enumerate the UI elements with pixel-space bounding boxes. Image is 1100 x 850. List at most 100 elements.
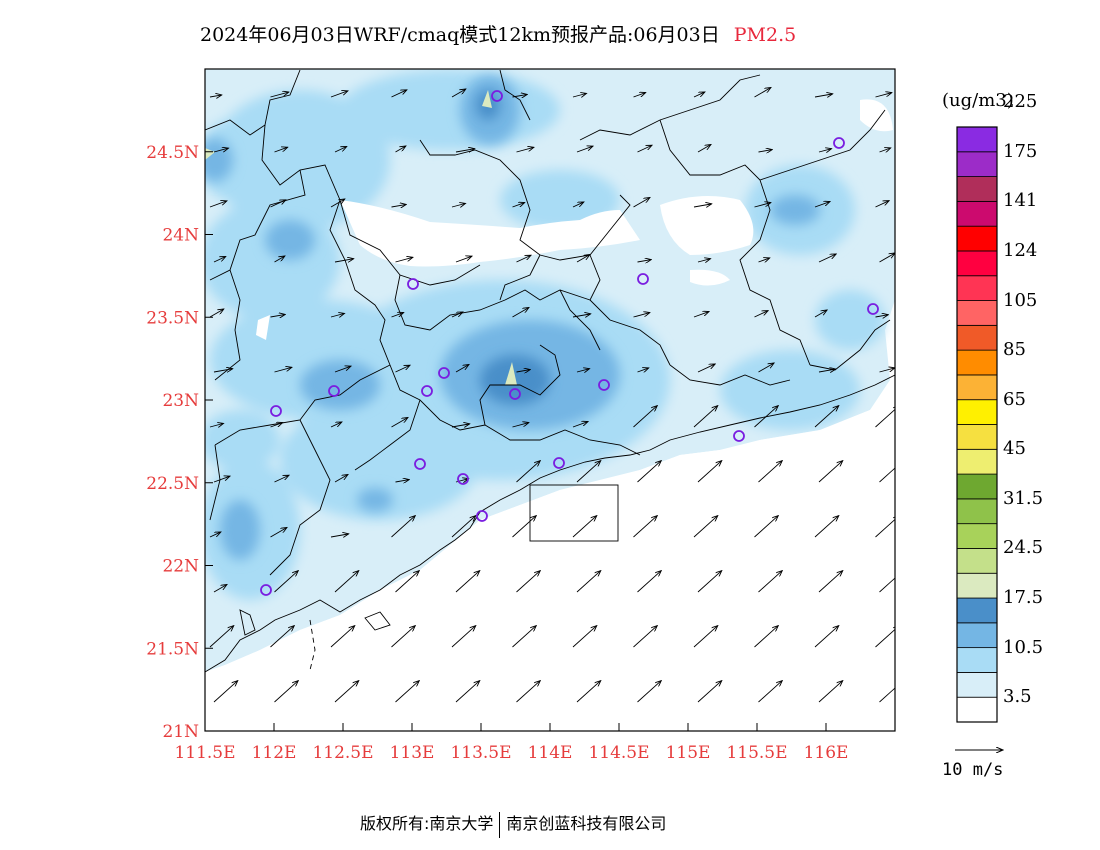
wind-vector-layer: [209, 88, 895, 703]
wind-vector: [213, 681, 238, 703]
wind-vector: [879, 467, 895, 483]
wind-vector: [814, 202, 830, 208]
wind-vector: [693, 204, 712, 207]
wind-vector: [274, 256, 285, 263]
wind-vector: [391, 516, 416, 538]
wind-vector: [455, 256, 472, 263]
wind-vector: [334, 259, 354, 262]
concentration-field: [205, 69, 895, 731]
hotspot-1: [505, 362, 517, 385]
wind-vector: [330, 422, 342, 428]
colorbar-level-label: 85: [1003, 339, 1026, 361]
wind-vector: [451, 312, 463, 318]
colorbar-swatch: [956, 548, 998, 574]
wind-vector: [758, 363, 775, 373]
wind-vector: [879, 687, 895, 703]
wind-vector: [754, 626, 779, 648]
lat-tick-label: 21N: [162, 722, 199, 742]
wind-vector: [818, 461, 843, 483]
wind-vector: [330, 199, 345, 208]
station-circle: [553, 457, 565, 469]
wind-vector: [879, 577, 895, 593]
wind-vector: [758, 681, 783, 703]
wind-vector: [395, 146, 406, 153]
wind-vector: [512, 626, 537, 648]
longitude-axis: 111.5E 112E 112.5E 113E 113.5E 114E 114.5E 115E…: [174, 723, 848, 763]
wind-vector: [879, 368, 895, 373]
colorbar-frame: [956, 126, 998, 723]
wind-vector: [270, 528, 287, 538]
wind-reference-label: 10 m/s: [942, 760, 1004, 780]
wind-vector: [330, 91, 348, 98]
wind-vector: [576, 255, 590, 263]
wind-vector: [274, 681, 299, 703]
wind-vector: [572, 202, 584, 208]
wind-vector: [451, 626, 476, 648]
colorbar-swatch: [956, 672, 998, 698]
wind-vector: [451, 89, 466, 98]
colorbar-swatch: [956, 349, 998, 376]
wind-vector: [633, 313, 650, 318]
latitude-axis: 24.5N 24N 23.5N 23N 22.5N 22N 21.5N 21N: [146, 143, 213, 742]
wind-vector: [512, 94, 528, 97]
wind-vector: [395, 681, 420, 703]
hotspot-3: [205, 148, 215, 160]
wind-vector: [879, 253, 895, 263]
wind-vector: [637, 681, 662, 703]
colorbar-swatch: [956, 151, 998, 177]
wind-vector: [633, 516, 658, 538]
wind-vector: [209, 626, 234, 648]
wind-vector: [814, 626, 839, 648]
coastline: [205, 374, 895, 673]
colorbar-swatch: [956, 200, 998, 227]
wind-vector: [693, 312, 709, 318]
wind-vector: [209, 532, 221, 538]
wind-vector: [330, 626, 355, 648]
copyright-label: 版权所有:: [360, 814, 430, 833]
wind-vector: [693, 92, 705, 98]
wind-vector: [512, 423, 529, 428]
wind-vector: [875, 93, 892, 98]
wind-vector: [516, 255, 532, 263]
wind-vector: [875, 406, 895, 428]
colorbar-level-label: 45: [1003, 438, 1026, 460]
hk-box: [529, 484, 619, 542]
wind-vector: [572, 516, 597, 538]
wind-vector: [512, 516, 537, 538]
station-circle: [637, 273, 649, 285]
wind-vector: [391, 626, 416, 648]
colorbar-swatch: [956, 176, 998, 202]
wind-vector: [576, 461, 601, 483]
colorbar-swatch: [956, 424, 998, 450]
colorbar-level-label: 3.5: [1003, 686, 1032, 708]
wind-vector: [209, 423, 224, 427]
colorbar-level-label: 17.5: [1003, 587, 1044, 609]
wind-vector: [516, 370, 531, 372]
wind-vector: [754, 406, 779, 428]
colorbar-swatch: [956, 225, 998, 252]
wind-vector: [754, 203, 771, 208]
wind-vector: [818, 369, 836, 372]
wind-vector: [516, 461, 541, 483]
footer-separator: [499, 811, 501, 838]
lon-tick-label: 113E: [390, 743, 435, 763]
colorbar-swatch: [956, 498, 998, 525]
wind-vector: [633, 626, 658, 648]
wind-vector: [455, 149, 475, 152]
wind-vector: [270, 314, 286, 317]
wind-vector: [391, 90, 407, 98]
colorbar-swatch: [956, 572, 998, 599]
lat-tick-label: 22.5N: [146, 474, 199, 494]
wind-vector: [875, 516, 895, 538]
wind-vector: [697, 461, 722, 483]
wind-vector: [213, 369, 233, 372]
lat-tick-label: 22N: [162, 557, 199, 577]
wind-vector: [334, 681, 359, 703]
colorbar-swatch: [956, 597, 998, 624]
wind-vector: [633, 93, 646, 98]
wind-vector: [391, 313, 404, 318]
wind-vector: [270, 92, 289, 98]
wind-vector: [395, 480, 410, 482]
wind-vector: [330, 534, 349, 537]
station-circle: [867, 303, 879, 315]
